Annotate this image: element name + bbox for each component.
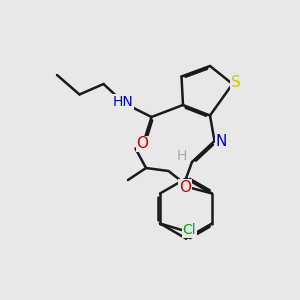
Text: H: H	[176, 149, 187, 163]
Text: Cl: Cl	[182, 223, 196, 237]
Text: O: O	[179, 180, 191, 195]
Text: O: O	[136, 136, 148, 152]
Text: S: S	[231, 75, 241, 90]
Text: HN: HN	[112, 95, 134, 109]
Text: N: N	[215, 134, 227, 148]
